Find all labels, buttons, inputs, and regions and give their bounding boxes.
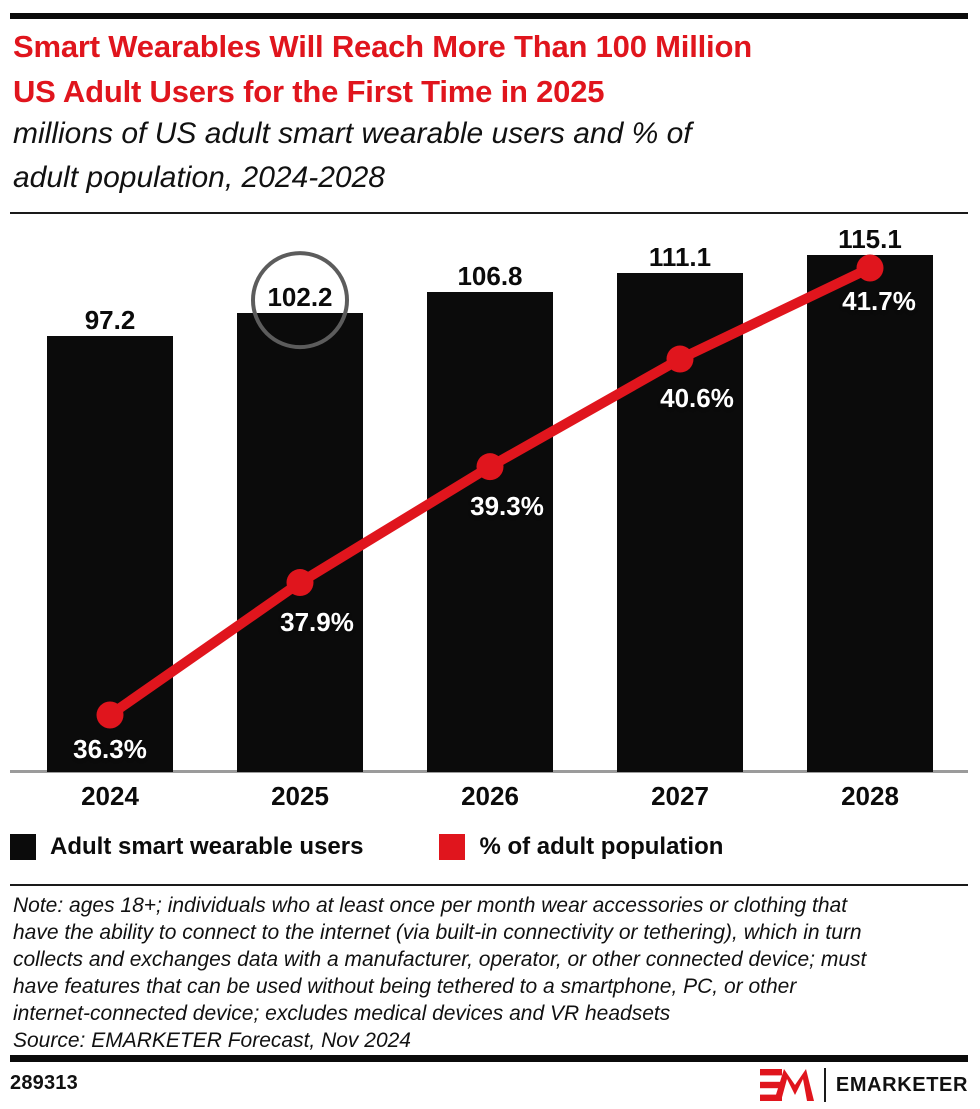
percent-label-2025: 37.9% [280, 606, 354, 637]
note-line: internet-connected device; excludes medi… [13, 1002, 671, 1025]
bar-value-label-2027: 111.1 [648, 242, 712, 273]
em-logo-icon [759, 1069, 814, 1101]
footnote-divider [10, 884, 968, 886]
chart-id: 289313 [10, 1072, 78, 1094]
legend-swatch-line [439, 834, 466, 860]
year-label-2026: 2026 [461, 781, 519, 811]
chart-subtitle-line1: millions of US adult smart wearable user… [13, 117, 692, 150]
chart-title-line2: US Adult Users for the First Time in 202… [13, 74, 605, 109]
legend-label-line: % of adult population [479, 833, 724, 860]
legend-item-bars: Adult smart wearable users [10, 833, 363, 861]
percent-label-2027: 40.6% [660, 383, 734, 414]
year-label-2025: 2025 [271, 781, 329, 811]
note-line: have features that can be used without b… [13, 975, 797, 998]
emarketer-logo: EMARKETER [759, 1066, 968, 1104]
legend-swatch-bars [10, 834, 36, 860]
bar-2028 [807, 255, 933, 772]
footer-bar [10, 1055, 968, 1062]
chart-title-line1: Smart Wearables Will Reach More Than 100… [13, 29, 752, 64]
note-line: have the ability to connect to the inter… [13, 921, 862, 944]
header-divider [10, 212, 968, 214]
year-label-2028: 2028 [841, 781, 899, 811]
bar-value-label-2025: 102.2 [267, 282, 333, 313]
percent-label-2026: 39.3% [470, 490, 544, 521]
bar-2027 [617, 273, 743, 772]
percent-label-2024: 36.3% [73, 734, 147, 764]
bar-value-label-2026: 106.8 [457, 261, 523, 292]
emarketer-wordmark: EMARKETER [835, 1073, 968, 1096]
logo-divider [823, 1068, 826, 1102]
chart-title: Smart Wearables Will Reach More Than 100… [13, 24, 963, 114]
chart-subtitle: millions of US adult smart wearable user… [13, 112, 963, 200]
year-label-2024: 2024 [81, 781, 139, 811]
footnote: Note: ages 18+; individuals who at least… [13, 892, 965, 1054]
year-label-2027: 2027 [651, 781, 709, 811]
legend: Adult smart wearable users % of adult po… [10, 833, 968, 861]
top-accent-bar [10, 13, 968, 19]
bar-2025 [237, 313, 363, 772]
percent-label-2028: 41.7% [842, 285, 916, 316]
source-line: Source: EMARKETER Forecast, Nov 2024 [13, 1029, 411, 1052]
bar-value-label-2024: 97.2 [84, 304, 136, 335]
bar-value-label-2028: 115.1 [838, 224, 902, 255]
note-line: collects and exchanges data with a manuf… [13, 948, 867, 971]
legend-label-bars: Adult smart wearable users [50, 833, 364, 860]
legend-item-line: % of adult population [439, 833, 723, 861]
chart-subtitle-line2: adult population, 2024-2028 [13, 161, 385, 194]
bar-2026 [427, 292, 553, 772]
bar-2024 [47, 335, 173, 772]
note-line: Note: ages 18+; individuals who at least… [13, 894, 848, 917]
